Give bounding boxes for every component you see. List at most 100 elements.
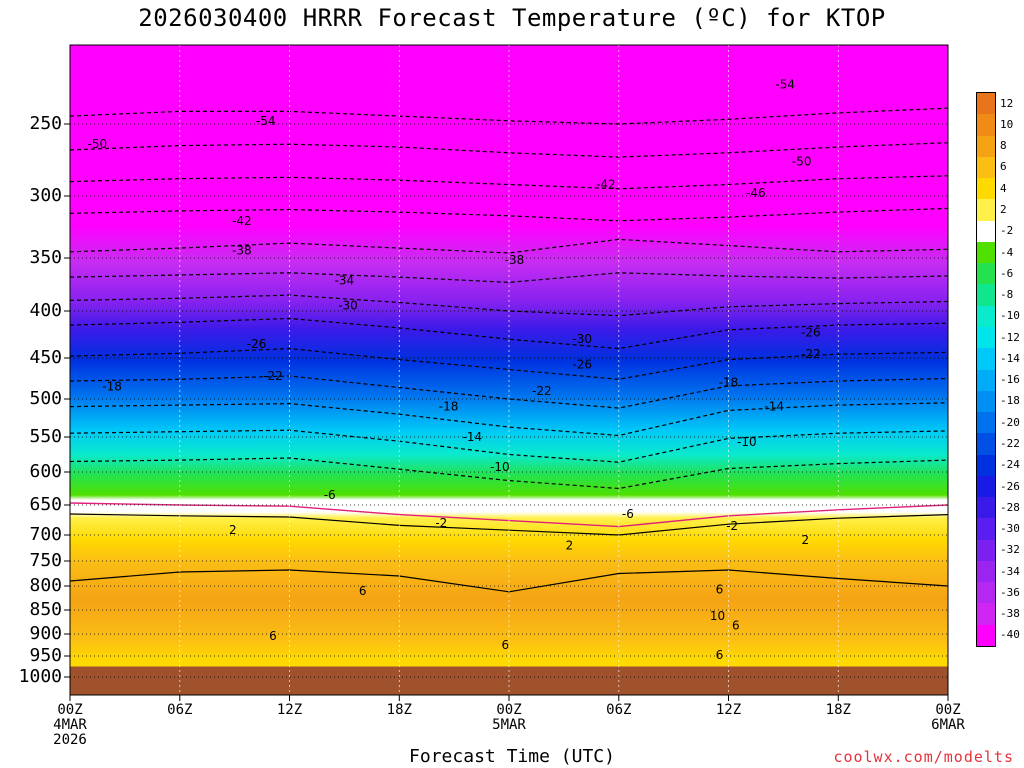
colorbar-label: 4: [1000, 181, 1007, 195]
colorbar-cell: [977, 518, 995, 541]
isotherm-label: 6: [716, 582, 724, 596]
x-tick-label: 00Z 6MAR: [918, 703, 978, 733]
isotherm-label: -26: [801, 326, 821, 340]
colorbar-label: 2: [1000, 203, 1007, 216]
x-tick-label-line: 00Z: [57, 702, 83, 718]
y-tick-label: 600: [29, 461, 62, 482]
isotherm-label: 2: [229, 523, 237, 537]
colorbar-cell: [977, 284, 995, 307]
isotherm-label: -18: [102, 380, 122, 394]
isotherm-label: -54: [775, 78, 795, 92]
x-tick-label-line: 00Z: [935, 702, 961, 718]
isotherm-label: -42: [596, 178, 616, 192]
x-tick-label-line: 00Z: [496, 702, 522, 718]
x-tick-label-line: 06Z: [167, 702, 193, 718]
isotherm-label: -18: [439, 400, 459, 414]
y-tick-label: 750: [29, 550, 62, 571]
colorbar-label: -30: [1000, 522, 1020, 535]
colorbar-label: -14: [1000, 351, 1020, 365]
x-tick-label-line: 12Z: [715, 702, 742, 718]
isotherm-label: -14: [463, 430, 483, 444]
x-tick-label-line: 2026: [53, 732, 87, 748]
colorbar-cell: [977, 433, 995, 456]
colorbar-label: -28: [1000, 500, 1020, 514]
isotherm-label: -6: [324, 488, 336, 502]
colorbar-cell: [977, 497, 995, 519]
isotherm-label: -14: [764, 400, 784, 414]
colorbar-cell: [977, 454, 995, 477]
isotherm-label: -34: [335, 273, 355, 287]
x-tick-label-line: 12Z: [276, 702, 303, 718]
isotherm-label: -42: [232, 214, 252, 228]
colorbar-cell: [977, 156, 995, 179]
colorbar-cell: [977, 114, 995, 137]
x-tick-label-line: 18Z: [386, 702, 412, 718]
x-tick-label-line: 5MAR: [492, 717, 526, 733]
colorbar-label: 8: [1000, 139, 1007, 153]
colorbar: [976, 92, 996, 647]
x-tick-label: 18Z: [369, 703, 429, 718]
isotherm-label: -22: [801, 347, 821, 361]
colorbar-label: -12: [1000, 330, 1020, 344]
y-tick-label: 550: [29, 426, 62, 447]
colorbar-label: 12: [1000, 96, 1014, 110]
y-tick-label: 650: [29, 494, 62, 515]
colorbar-label: 10: [1000, 117, 1014, 131]
colorbar-label: -20: [1000, 415, 1020, 429]
colorbar-cell: [977, 412, 995, 434]
isotherm-label: -38: [232, 244, 252, 258]
x-tick-label: 12Z: [699, 703, 759, 718]
isotherm-label: -18: [719, 376, 739, 390]
y-tick-label: 450: [29, 347, 62, 368]
isotherm-label: 10: [710, 609, 725, 623]
y-tick-label: 350: [29, 247, 62, 268]
x-tick-label: 06Z: [150, 703, 210, 718]
x-axis-title: Forecast Time (UTC): [409, 746, 615, 767]
isotherm-label: 6: [716, 648, 724, 662]
y-tick-label: 300: [29, 185, 62, 206]
isotherm--18: [69, 375, 949, 409]
colorbar-cell: [977, 135, 995, 158]
colorbar-cell: [977, 475, 995, 498]
x-tick-label: 00Z 5MAR: [479, 703, 539, 733]
x-tick-label-line: 18Z: [825, 702, 851, 718]
credit-link[interactable]: coolwx.com/modelts: [833, 748, 1014, 766]
isotherm-label: -26: [247, 337, 267, 351]
x-tick-label: 12Z: [260, 703, 320, 718]
x-tick-label-line: 6MAR: [931, 717, 965, 733]
colorbar-label: -22: [1000, 436, 1020, 450]
colorbar-label: -34: [1000, 564, 1020, 578]
isotherm-label: -46: [746, 186, 766, 200]
isotherm-label: -2: [726, 519, 738, 533]
colorbar-cell: [977, 369, 995, 392]
colorbar-cell: [977, 560, 995, 583]
y-tick-label: 1000: [18, 666, 62, 687]
axis-ticks: [64, 123, 949, 701]
y-tick-label: 850: [29, 599, 62, 620]
colorbar-label: -8: [1000, 288, 1014, 302]
y-tick-label: 900: [29, 623, 62, 644]
y-tick-label: 700: [29, 524, 62, 545]
colorbar-label: -18: [1000, 394, 1020, 408]
isotherm-label: 6: [732, 618, 740, 632]
colorbar-cell: [977, 582, 995, 604]
isotherm--6: [69, 457, 949, 490]
isotherm-label: -26: [572, 358, 592, 372]
x-tick-label: 18Z: [808, 703, 868, 718]
colorbar-label: -40: [1000, 628, 1020, 642]
isotherm-label: 6: [269, 629, 277, 643]
colorbar-label: -6: [1000, 266, 1014, 280]
colorbar-label: -10: [1000, 309, 1020, 323]
x-tick-label: 00Z 4MAR 2026: [40, 703, 100, 748]
isotherm-label: -50: [88, 137, 108, 151]
isotherm-label: -50: [792, 154, 812, 168]
colorbar-cell: [977, 603, 995, 626]
isotherm-label: -22: [263, 369, 283, 383]
isotherm-label: -30: [338, 299, 358, 313]
y-tick-label: 250: [29, 113, 62, 134]
isotherm-label: 6: [501, 638, 509, 652]
y-tick-label: 400: [29, 300, 62, 321]
colorbar-label: -16: [1000, 373, 1020, 387]
colorbar-label: -24: [1000, 458, 1020, 472]
